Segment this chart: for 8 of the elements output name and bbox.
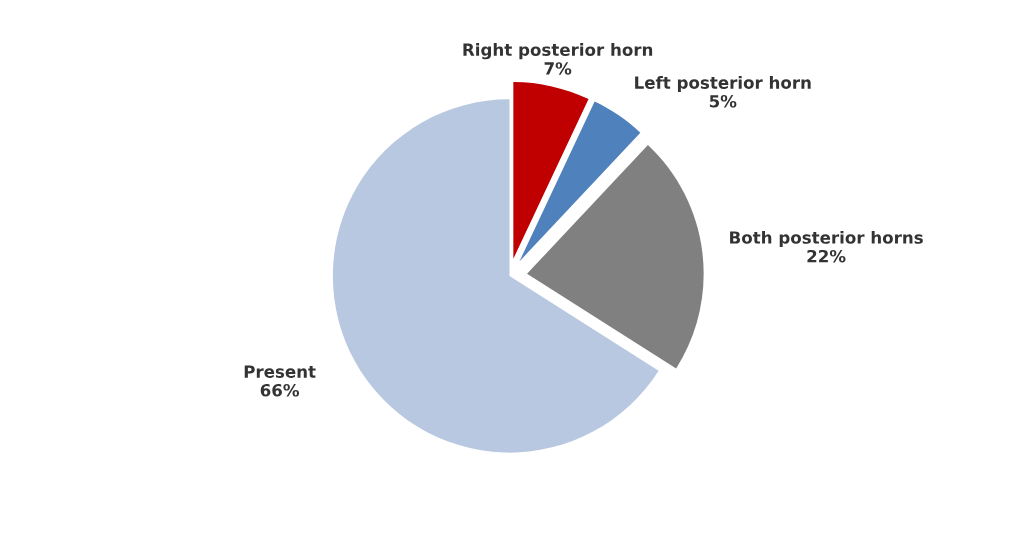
slice-label: Right posterior horn — [463, 43, 653, 60]
slice-label: Both posterior horns — [730, 230, 923, 248]
data-label: 5% — [709, 94, 737, 108]
slice-label: Left posterior horn — [635, 75, 811, 93]
data-label: 66% — [260, 383, 300, 397]
data-label: 22% — [807, 249, 846, 263]
data-label: 7% — [544, 62, 572, 75]
slice-label: Present — [244, 365, 316, 378]
